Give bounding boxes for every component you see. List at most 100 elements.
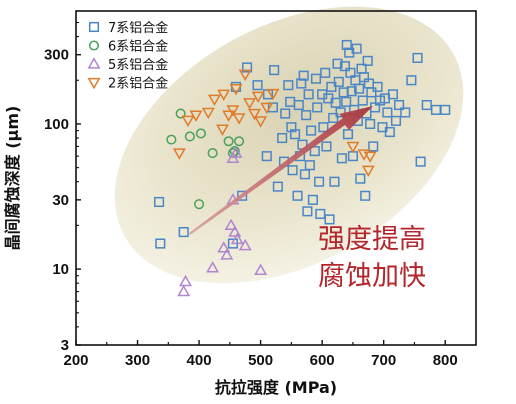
x-tick-label: 300 <box>125 352 150 369</box>
data-point <box>238 238 252 251</box>
data-point <box>346 86 357 97</box>
data-point <box>440 104 451 115</box>
x-axis-title: 抗拉强度 (MPa) <box>215 378 337 397</box>
data-point <box>184 131 195 142</box>
data-point <box>228 225 242 237</box>
data-point <box>332 58 343 69</box>
data-point <box>272 181 283 192</box>
legend-label: 5系铝合金 <box>108 57 168 73</box>
data-point <box>254 116 268 128</box>
data-point <box>222 110 236 122</box>
data-point <box>178 226 189 238</box>
data-point <box>296 78 307 89</box>
data-point <box>302 206 313 217</box>
data-point <box>351 43 362 54</box>
y-tick-label: 3 <box>61 337 69 354</box>
data-point <box>177 284 191 297</box>
data-point <box>415 156 426 167</box>
data-point <box>372 81 383 92</box>
x-axis-ticks: 200 300 400 500 600 700 800 <box>63 340 458 369</box>
legend-marker <box>88 21 100 33</box>
annotation-line-1: 强度提高 <box>318 224 426 255</box>
data-point <box>412 52 423 63</box>
data-point <box>283 80 294 91</box>
y-tick-label: 30 <box>52 192 69 209</box>
x-tick-label: 500 <box>248 352 273 369</box>
data-point <box>261 151 272 162</box>
y-axis-title: 晶间腐蚀深度 (μm) <box>3 106 22 251</box>
data-point <box>303 89 314 100</box>
data-point <box>266 88 280 101</box>
data-point <box>314 176 325 187</box>
x-tick-label: 400 <box>187 352 212 369</box>
data-point <box>207 148 218 159</box>
data-point <box>194 199 205 210</box>
data-point <box>232 113 246 125</box>
data-point <box>237 190 248 201</box>
data-point <box>224 218 238 231</box>
data-point <box>312 102 323 113</box>
data-point <box>354 83 365 94</box>
data-point <box>362 55 373 66</box>
data-point <box>277 132 288 144</box>
data-point <box>387 89 398 100</box>
data-point <box>309 146 320 157</box>
legend-marker <box>88 40 100 51</box>
data-point <box>175 108 186 119</box>
data-point <box>269 65 280 76</box>
data-point <box>346 141 360 154</box>
data-point <box>341 39 352 51</box>
data-point <box>154 196 165 208</box>
data-point <box>324 214 335 225</box>
data-point <box>368 141 379 152</box>
data-point <box>207 94 221 106</box>
legend-label: 7系铝合金 <box>108 20 168 36</box>
data-point <box>406 75 417 86</box>
legend-label: 6系铝合金 <box>108 39 168 55</box>
data-point <box>251 91 265 104</box>
data-point <box>247 108 261 121</box>
data-point <box>298 70 309 81</box>
data-point <box>172 148 186 160</box>
data-point <box>254 263 268 276</box>
data-point <box>341 96 352 107</box>
data-point <box>292 190 303 201</box>
data-point <box>293 99 304 111</box>
data-point <box>220 248 234 260</box>
data-point <box>155 238 166 249</box>
data-point <box>238 69 252 81</box>
data-point <box>315 208 326 219</box>
x-tick-label: 700 <box>371 352 396 369</box>
data-point <box>304 160 315 171</box>
x-tick-label: 200 <box>63 352 88 369</box>
data-point <box>382 107 393 118</box>
data-point <box>335 107 346 118</box>
data-point <box>394 99 405 111</box>
data-point <box>226 105 240 117</box>
data-point <box>336 153 347 164</box>
data-point <box>361 165 375 177</box>
y-tick-label: 10 <box>52 261 69 278</box>
data-point <box>329 176 340 187</box>
data-point <box>229 84 243 96</box>
data-point <box>287 165 298 176</box>
data-point <box>366 87 377 98</box>
data-point <box>321 141 332 152</box>
data-point <box>234 136 245 147</box>
data-point <box>229 146 243 158</box>
x-tick-label: 600 <box>310 352 335 369</box>
plot-frame <box>75 10 477 346</box>
data-point <box>301 110 312 121</box>
data-point <box>328 112 339 123</box>
y-tick-label: 100 <box>44 116 69 133</box>
data-point <box>333 76 344 87</box>
data-point <box>201 107 215 120</box>
y-tick-label: 300 <box>44 47 69 64</box>
data-point <box>384 126 395 138</box>
data-point <box>179 274 193 287</box>
data-point <box>243 98 257 110</box>
data-point <box>355 173 366 184</box>
data-point <box>217 241 231 253</box>
legend-marker <box>87 57 101 69</box>
data-point <box>363 151 377 163</box>
